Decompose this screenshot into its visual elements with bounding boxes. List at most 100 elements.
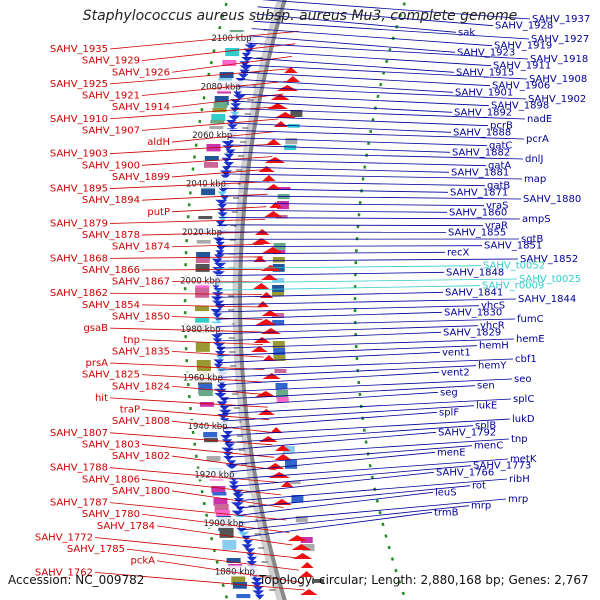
cog-feature-block [285,138,298,145]
forward-label-leader [141,304,263,308]
forward-feature-arrow [261,274,278,280]
scale-label-bg [180,226,234,237]
scale-label-bg [192,468,247,480]
forward-label-leader [109,397,268,408]
reverse-feature-arrow [216,401,228,407]
cog-feature-block [277,201,289,210]
reverse-gene-label: SAHV_1848 [446,267,504,278]
reverse-feature-arrow [238,73,249,79]
reverse-feature-arrow [212,300,225,306]
reverse-label-leader [220,202,485,207]
reverse-label-leader [222,180,486,187]
forward-feature-arrow [287,535,307,541]
forward-gene-label: SAHV_1866 [82,265,140,276]
forward-label-leader [141,409,270,421]
reverse-label-leader [216,258,519,262]
reverse-label-leader [233,108,526,120]
reverse-feature-arrow [213,359,225,365]
cog-feature-block [210,120,225,124]
forward-label-leader [94,571,305,591]
reverse-gene-label: SAHV_1918 [530,54,588,65]
reverse-feature-arrow [252,590,265,596]
reverse-feature-arrow [226,120,237,125]
cog-feature-block [196,360,211,367]
cog-feature-block [312,579,324,583]
reverse-feature-arrow [221,141,235,146]
reverse-gene-label: map [524,174,546,185]
reverse-gene-label: SAHV_1882 [452,147,510,158]
cog-feature-block [199,402,214,407]
forward-gene-label: SAHV_1903 [50,149,108,160]
reverse-label-leader [231,458,509,480]
reverse-gene-label: menE [437,447,466,458]
cog-feature-block [195,258,210,264]
reverse-label-leader [225,159,487,167]
forward-feature-arrow [255,319,277,325]
forward-gene-label: tnp [123,335,140,346]
reverse-label-leader [219,209,448,213]
reverse-label-group: SAHV_1937SAHV_1928sakSAHV_1927SAHV_1919S… [215,0,590,538]
forward-gene-label: aldH [147,137,170,148]
reverse-feature-arrow [213,237,225,243]
reverse-gene-label: SAHV_1908 [529,74,587,85]
reverse-feature-arrow [251,577,263,583]
reverse-label-leader [228,445,473,465]
reverse-gene-label: tnp [511,434,528,445]
reverse-label-leader [224,166,450,173]
forward-feature-arrow [270,94,290,100]
reverse-label-leader [242,511,433,538]
forward-gene-label: hit [95,393,108,404]
reverse-label-leader [222,405,475,422]
reverse-gene-label: SAHV_1841 [445,287,503,298]
reverse-feature-arrow [244,548,256,554]
reverse-gene-label: SAHV_1928 [495,21,553,32]
reverse-feature-arrow [215,241,225,247]
reverse-label-leader [244,57,455,73]
scale-label-bg [212,565,267,577]
reverse-gene-label: SAHV_1881 [451,167,509,178]
cog-feature-block [226,558,241,563]
forward-gene-label: SAHV_1772 [35,532,93,543]
forward-label-leader [141,478,282,496]
forward-gene-label: SAHV_1806 [82,474,140,485]
reverse-label-leader [225,425,474,444]
reverse-gene-label: splF [439,407,459,418]
reverse-gene-label: metK [510,454,537,465]
cog-feature-block [214,96,229,106]
reverse-feature-arrow [233,94,246,100]
backbone-line [238,0,287,600]
forward-gene-label: SAHV_1900 [82,160,140,171]
forward-gene-label: SAHV_1800 [112,486,170,497]
forward-feature-arrow [264,157,286,163]
reverse-gene-label: mrp [508,494,528,505]
cog-feature-block [295,516,308,523]
reverse-label-leader [217,351,441,364]
forward-gene-label: SAHV_1926 [112,67,170,78]
reverse-label-leader [234,100,453,113]
forward-label-leader [109,292,263,295]
reverse-gene-label: ampS [522,214,551,225]
reverse-label-leader [221,195,522,200]
forward-feature-arrow [291,544,312,550]
cog-feature-block [211,114,226,122]
reverse-gene-label: vent1 [442,347,471,358]
reverse-label-leader [218,224,484,227]
reverse-gene-label: hemH [479,341,509,352]
reverse-feature-arrow [232,493,245,499]
forward-feature-arrow [299,571,314,577]
forward-gene-label: SAHV_1835 [112,346,170,357]
reverse-label-leader [223,411,438,429]
reverse-gene-label: lukE [476,401,497,412]
reverse-label-leader [230,122,452,133]
forward-gene-label: SAHV_1935 [50,44,108,55]
forward-label-leader [171,93,284,108]
reverse-gene-label: SAHV_r0009 [482,281,544,292]
forward-gene-label: SAHV_1899 [112,172,170,183]
reverse-feature-arrow [231,510,244,516]
reverse-label-leader [230,451,436,473]
forward-label-leader [109,256,263,259]
reverse-gene-label: splB [475,421,496,432]
reverse-label-leader [239,79,454,93]
reverse-gene-label: leuS [435,487,457,498]
forward-feature-arrow [262,355,276,361]
